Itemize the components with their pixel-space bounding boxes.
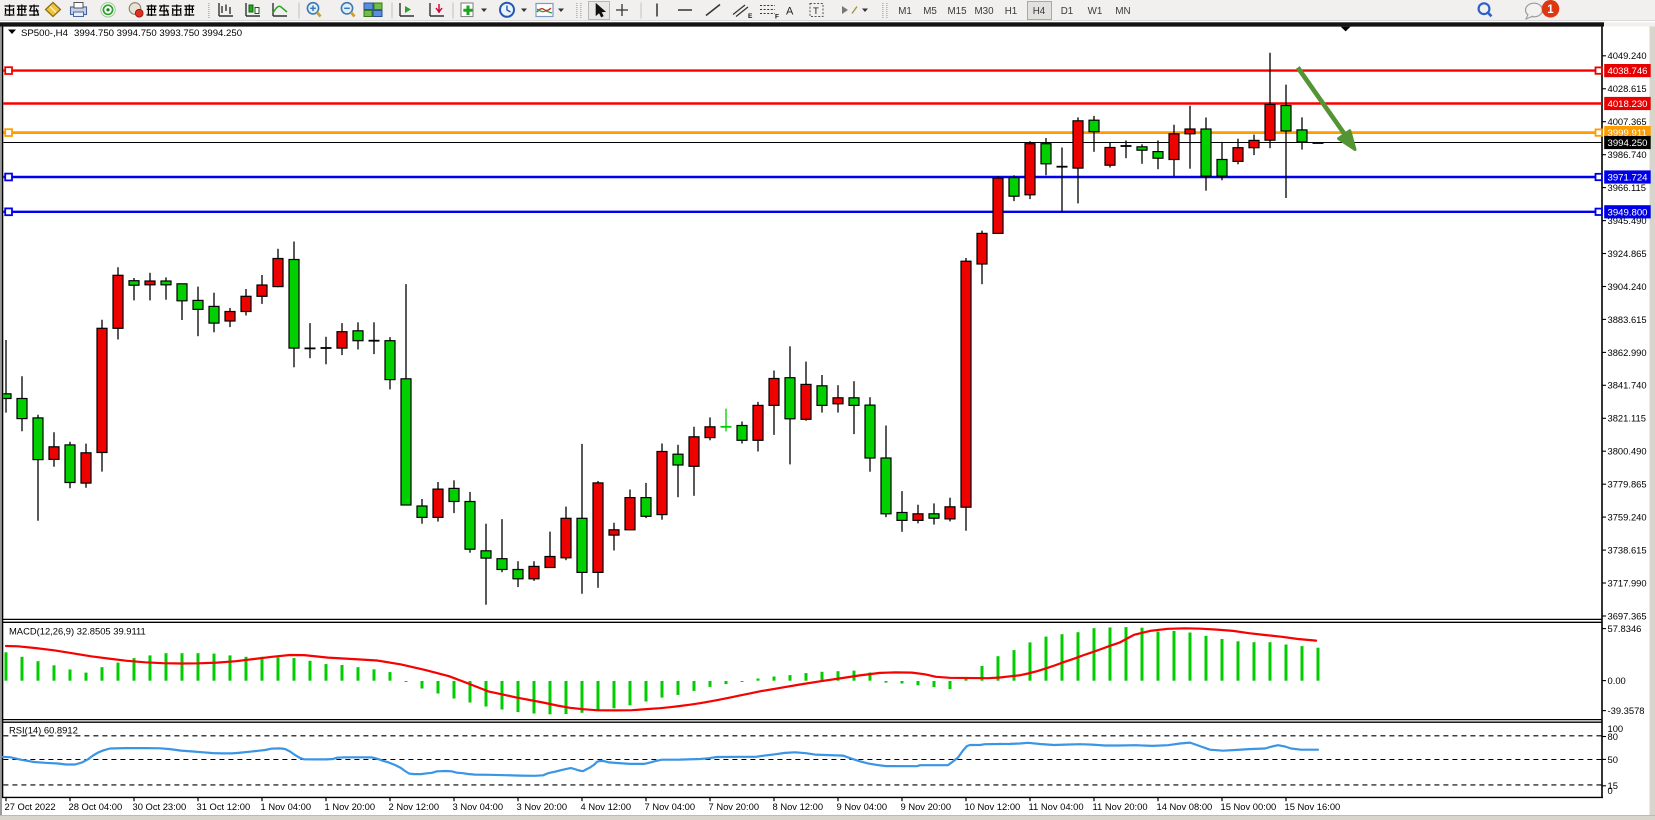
svg-text:3841.740: 3841.740 [1608,380,1647,391]
svg-text:11 Nov 20:00: 11 Nov 20:00 [1093,801,1148,812]
svg-text:4 Nov 12:00: 4 Nov 12:00 [581,801,632,812]
svg-text:3800.490: 3800.490 [1608,446,1647,457]
svg-text:W1: W1 [1088,6,1103,17]
svg-text:0.00: 0.00 [1608,675,1626,686]
svg-text:27 Oct 2022: 27 Oct 2022 [5,801,56,812]
svg-text:3904.240: 3904.240 [1608,281,1647,292]
svg-text:3949.800: 3949.800 [1608,207,1648,218]
svg-text:MN: MN [1115,6,1130,17]
svg-text:3945.490: 3945.490 [1608,215,1647,226]
svg-text:50: 50 [1608,754,1618,765]
svg-text:3862.990: 3862.990 [1608,347,1647,358]
svg-text:15 Nov 00:00: 15 Nov 00:00 [1221,801,1277,812]
svg-text:3966.115: 3966.115 [1608,182,1646,193]
svg-text:7 Nov 20:00: 7 Nov 20:00 [709,801,760,812]
svg-text:M15: M15 [947,6,967,17]
svg-text:M30: M30 [974,6,994,17]
svg-text:3 Nov 20:00: 3 Nov 20:00 [517,801,568,812]
svg-text:MACD(12,26,9) 32.8505 39.9111: MACD(12,26,9) 32.8505 39.9111 [9,626,146,637]
svg-text:-39.3578: -39.3578 [1608,705,1645,716]
svg-text:15 Nov 16:00: 15 Nov 16:00 [1285,801,1341,812]
svg-text:30 Oct 23:00: 30 Oct 23:00 [133,801,187,812]
svg-text:11 Nov 04:00: 11 Nov 04:00 [1029,801,1084,812]
svg-text:1: 1 [1547,4,1554,16]
svg-text:3821.115: 3821.115 [1608,413,1646,424]
svg-text:E: E [748,13,753,20]
svg-text:1 Nov 20:00: 1 Nov 20:00 [325,801,376,812]
svg-text:4018.230: 4018.230 [1608,99,1648,110]
svg-text:4038.746: 4038.746 [1608,66,1648,77]
svg-text:M5: M5 [923,6,937,17]
svg-text:3779.865: 3779.865 [1608,479,1647,490]
svg-text:H1: H1 [1005,6,1018,17]
svg-text:100: 100 [1608,723,1624,734]
svg-text:57.8346: 57.8346 [1608,623,1642,634]
svg-text:4049.240: 4049.240 [1608,50,1647,61]
svg-text:A: A [786,6,794,18]
svg-text:H4: H4 [1033,6,1046,17]
svg-text:T: T [813,6,819,17]
svg-text:3717.990: 3717.990 [1608,577,1647,588]
svg-text:3759.240: 3759.240 [1608,512,1647,523]
svg-text:15: 15 [1608,780,1618,791]
svg-text:31 Oct 12:00: 31 Oct 12:00 [197,801,251,812]
svg-text:3924.865: 3924.865 [1608,248,1647,259]
svg-text:3999.911: 3999.911 [1608,128,1647,139]
svg-text:3971.724: 3971.724 [1608,173,1649,184]
svg-text:F: F [775,14,779,21]
svg-text:RSI(14) 60.8912: RSI(14) 60.8912 [9,724,78,735]
svg-text:D1: D1 [1061,6,1074,17]
svg-text:9 Nov 04:00: 9 Nov 04:00 [837,801,888,812]
svg-text:0: 0 [1608,785,1613,796]
svg-text:10 Nov 12:00: 10 Nov 12:00 [965,801,1021,812]
svg-text:80: 80 [1608,731,1618,742]
svg-text:1 Nov 04:00: 1 Nov 04:00 [261,801,312,812]
svg-text:3 Nov 04:00: 3 Nov 04:00 [453,801,504,812]
svg-text:SP500-,H4: SP500-,H4 [21,28,69,39]
svg-text:8 Nov 12:00: 8 Nov 12:00 [773,801,824,812]
svg-text:3883.615: 3883.615 [1608,314,1647,325]
svg-text:4007.365: 4007.365 [1608,116,1647,127]
svg-text:3738.615: 3738.615 [1608,545,1647,556]
svg-text:3994.250: 3994.250 [1608,138,1648,149]
svg-text:2 Nov 12:00: 2 Nov 12:00 [389,801,440,812]
svg-text:3994.750 3994.750 3993.750 399: 3994.750 3994.750 3993.750 3994.250 [74,28,242,39]
svg-text:9 Nov 20:00: 9 Nov 20:00 [901,801,952,812]
svg-text:3697.365: 3697.365 [1608,610,1647,621]
svg-text:14 Nov 08:00: 14 Nov 08:00 [1157,801,1213,812]
svg-text:3986.740: 3986.740 [1608,149,1647,160]
svg-text:7 Nov 04:00: 7 Nov 04:00 [645,801,696,812]
svg-text:28 Oct 04:00: 28 Oct 04:00 [69,801,123,812]
svg-text:4028.615: 4028.615 [1608,83,1647,94]
svg-text:M1: M1 [898,6,912,17]
